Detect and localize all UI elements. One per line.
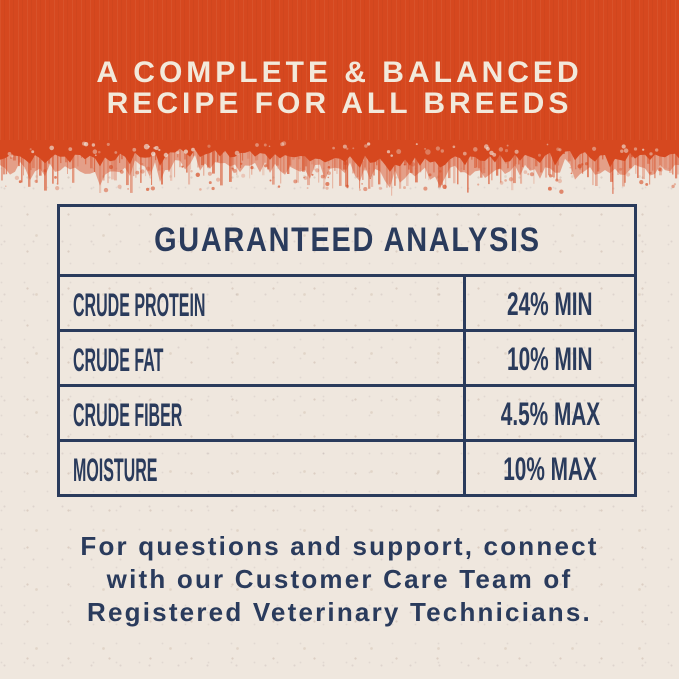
row-value-cell: 4.5% MAX: [463, 387, 634, 439]
header-headline: A COMPLETE & BALANCED RECIPE FOR ALL BRE…: [0, 57, 679, 119]
row-value: 10% MIN: [507, 340, 593, 377]
headline-line-2: RECIPE FOR ALL BREEDS: [106, 87, 573, 120]
table-title: GUARANTEED ANALYSIS: [60, 207, 634, 277]
row-label: CRUDE FIBER: [73, 396, 183, 433]
row-label: MOISTURE: [73, 451, 158, 488]
support-note-line-1: For questions and support, connect: [80, 531, 599, 561]
support-note-line-3: Registered Veterinary Technicians.: [87, 597, 592, 627]
guaranteed-analysis-table: GUARANTEED ANALYSIS CRUDE PROTEIN 24% MI…: [57, 204, 637, 497]
row-label: CRUDE PROTEIN: [73, 286, 206, 323]
row-value: 10% MAX: [503, 450, 597, 487]
table-row: CRUDE FAT 10% MIN: [60, 332, 634, 387]
torn-paint-edge: [0, 140, 679, 196]
row-value: 24% MIN: [507, 285, 593, 322]
headline-line-1: A COMPLETE & BALANCED: [96, 56, 583, 89]
support-note-line-2: with our Customer Care Team of: [106, 564, 573, 594]
row-label-cell: CRUDE PROTEIN: [60, 277, 463, 329]
table-row: CRUDE FIBER 4.5% MAX: [60, 387, 634, 442]
header-banner: A COMPLETE & BALANCED RECIPE FOR ALL BRE…: [0, 0, 679, 140]
support-note: For questions and support, connect with …: [0, 530, 679, 629]
table-title-text: GUARANTEED ANALYSIS: [153, 221, 541, 259]
row-value-cell: 24% MIN: [463, 277, 634, 329]
row-label-cell: CRUDE FAT: [60, 332, 463, 384]
row-label: CRUDE FAT: [73, 341, 164, 378]
row-label-cell: MOISTURE: [60, 442, 463, 494]
row-label-cell: CRUDE FIBER: [60, 387, 463, 439]
row-value-cell: 10% MIN: [463, 332, 634, 384]
table-row: CRUDE PROTEIN 24% MIN: [60, 277, 634, 332]
row-value-cell: 10% MAX: [463, 442, 634, 494]
row-value: 4.5% MAX: [500, 395, 600, 432]
table-row: MOISTURE 10% MAX: [60, 442, 634, 494]
